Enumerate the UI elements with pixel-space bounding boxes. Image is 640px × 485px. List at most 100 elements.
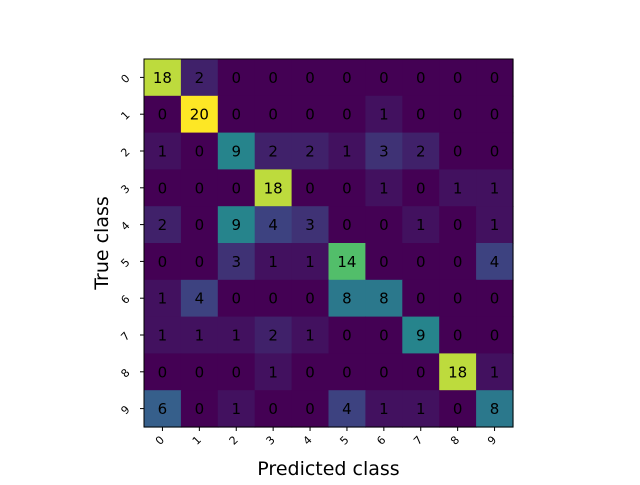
heatmap-cell	[254, 353, 293, 391]
heatmap-cell	[144, 132, 182, 170]
cell-value-label: 0	[416, 69, 426, 87]
heatmap-cell	[402, 169, 440, 207]
cell-value-label: 0	[416, 179, 426, 197]
heatmap-cell	[439, 95, 477, 134]
cell-value-label: 18	[448, 363, 467, 381]
cell-value-label: 0	[195, 179, 205, 197]
heatmap-cell	[144, 353, 182, 391]
cell-value-label: 1	[490, 363, 500, 381]
cell-value-label: 1	[490, 216, 500, 234]
heatmap-cell	[180, 169, 219, 207]
heatmap-cell	[180, 243, 219, 281]
heatmap-cell	[217, 279, 256, 318]
cell-value-label: 0	[416, 363, 426, 381]
cell-value-label: 2	[416, 143, 426, 161]
cell-value-label: 0	[195, 253, 205, 271]
heatmap-cell	[328, 390, 366, 428]
cell-value-label: 0	[342, 106, 352, 124]
heatmap-cell	[365, 169, 403, 207]
cell-value-label: 0	[231, 69, 241, 87]
cell-value-label: 0	[305, 363, 315, 381]
heatmap-cell	[291, 132, 330, 170]
heatmap-cell	[439, 243, 477, 281]
cell-value-label: 1	[158, 143, 168, 161]
heatmap-cell	[217, 206, 256, 244]
cell-value-label: 0	[158, 363, 168, 381]
cell-value-label: 0	[342, 216, 352, 234]
cell-value-label: 0	[490, 290, 500, 308]
heatmap-cell	[328, 132, 366, 170]
cell-value-label: 0	[416, 106, 426, 124]
heatmap-cell	[365, 95, 403, 134]
cell-value-label: 1	[490, 179, 500, 197]
cell-value-label: 1	[453, 179, 463, 197]
cell-value-label: 4	[268, 216, 278, 234]
cell-value-label: 0	[305, 106, 315, 124]
cell-value-label: 0	[490, 106, 500, 124]
heatmap-cell	[144, 243, 182, 281]
heatmap-cell	[291, 279, 330, 318]
cell-value-label: 1	[231, 400, 241, 418]
heatmap-cell	[402, 353, 440, 391]
heatmap-cell	[217, 132, 256, 170]
cell-value-label: 9	[231, 216, 241, 234]
heatmap-cell	[254, 390, 293, 428]
heatmap-cell	[291, 59, 330, 97]
heatmap-cell	[254, 95, 293, 134]
heatmap-cell	[217, 316, 256, 354]
heatmap-cell	[476, 243, 514, 281]
heatmap-cell	[439, 59, 477, 97]
cell-value-label: 0	[379, 216, 389, 234]
heatmap-cell	[365, 59, 403, 97]
heatmap-cell	[402, 243, 440, 281]
heatmap-cell	[439, 206, 477, 244]
cell-value-label: 6	[158, 400, 168, 418]
heatmap-cell	[402, 316, 440, 354]
heatmap-cell	[476, 279, 514, 318]
cell-value-label: 3	[379, 143, 389, 161]
heatmap-cell	[328, 59, 366, 97]
heatmap-cell	[476, 59, 514, 97]
cell-value-label: 0	[453, 290, 463, 308]
cell-value-label: 1	[231, 327, 241, 345]
heatmap-cell	[180, 59, 219, 97]
heatmap-cell	[328, 95, 366, 134]
heatmap-cell	[144, 316, 182, 354]
cell-value-label: 0	[231, 290, 241, 308]
heatmap-cell	[254, 169, 293, 207]
cell-value-label: 0	[453, 69, 463, 87]
cell-value-label: 9	[416, 327, 426, 345]
heatmap-cell	[291, 243, 330, 281]
cell-value-label: 2	[195, 69, 205, 87]
cell-value-label: 0	[158, 106, 168, 124]
heatmap-cell	[291, 353, 330, 391]
heatmap-cell	[402, 132, 440, 170]
heatmap-cell	[254, 316, 293, 354]
cell-value-label: 0	[305, 69, 315, 87]
heatmap-cell	[402, 279, 440, 318]
heatmap-cell	[180, 95, 219, 134]
heatmap-cell	[217, 353, 256, 391]
cell-value-label: 0	[379, 253, 389, 271]
cell-value-label: 0	[416, 253, 426, 271]
heatmap-cell	[439, 353, 477, 391]
heatmap-cell	[328, 243, 366, 281]
cell-value-label: 8	[342, 290, 352, 308]
cell-value-label: 2	[158, 216, 168, 234]
cell-value-label: 0	[453, 106, 463, 124]
cell-value-label: 0	[231, 179, 241, 197]
cell-value-label: 1	[195, 327, 205, 345]
heatmap-cell	[180, 390, 219, 428]
cell-value-label: 14	[337, 253, 356, 271]
cell-value-label: 0	[158, 253, 168, 271]
cell-value-label: 0	[342, 363, 352, 381]
heatmap-cell	[402, 95, 440, 134]
cell-value-label: 1	[305, 327, 315, 345]
heatmap-cell	[291, 206, 330, 244]
heatmap-cell	[291, 316, 330, 354]
cell-value-label: 0	[453, 327, 463, 345]
heatmap-cell	[254, 59, 293, 97]
cell-value-label: 0	[453, 400, 463, 418]
cell-value-label: 0	[158, 179, 168, 197]
heatmap-cell	[180, 206, 219, 244]
